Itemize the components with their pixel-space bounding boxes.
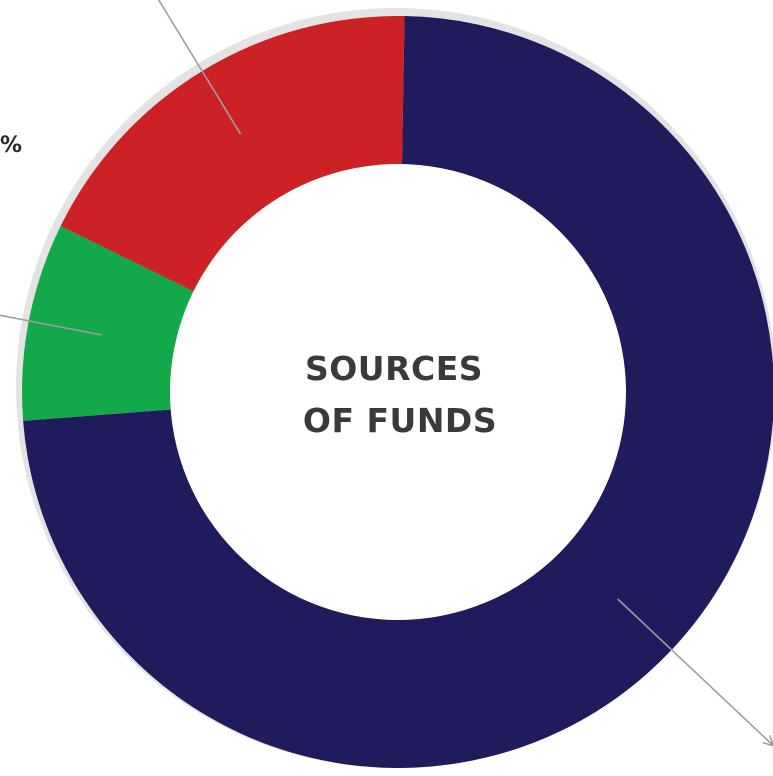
slice-labels: % bbox=[0, 133, 22, 158]
donut-hole bbox=[170, 164, 626, 620]
leader-line-2 bbox=[0, 314, 102, 336]
leader-lines bbox=[0, 0, 773, 747]
donut-title-line-1: SOURCES bbox=[305, 349, 483, 388]
slice-label-1: % bbox=[0, 133, 22, 158]
leader-line-3 bbox=[157, 0, 242, 135]
donut-title-line-2: OF FUNDS bbox=[303, 401, 497, 440]
donut-center-title: SOURCES OF FUNDS bbox=[303, 349, 497, 440]
leader-arrowhead-1 bbox=[762, 735, 773, 747]
leader-line-1 bbox=[617, 598, 773, 747]
